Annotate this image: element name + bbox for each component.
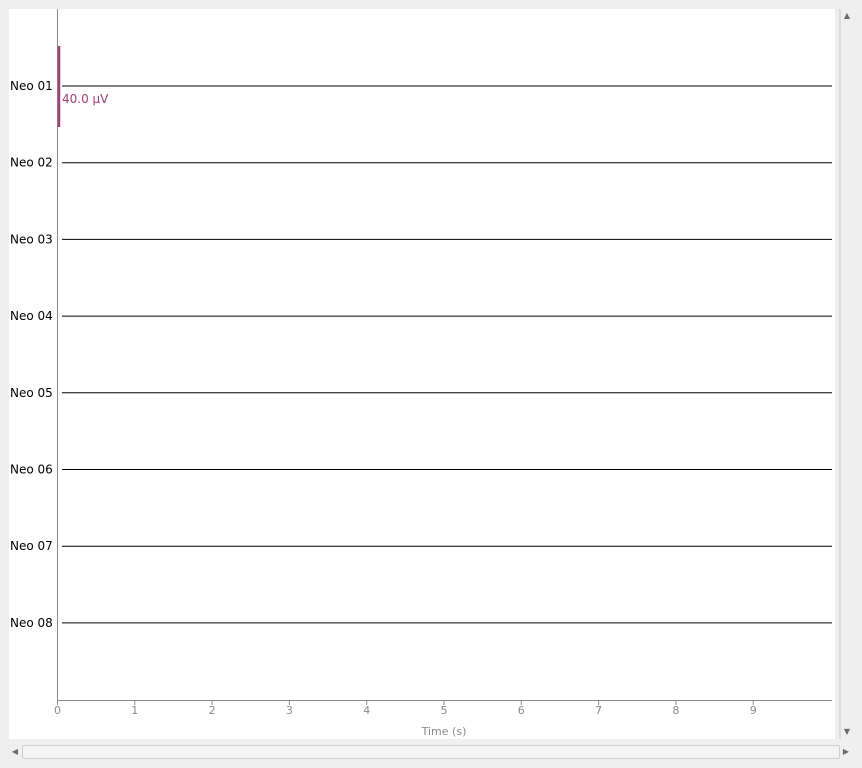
channel-label: Neo 05: [10, 386, 53, 400]
x-tick-label: 5: [441, 704, 448, 717]
x-tick-label: 8: [672, 704, 679, 717]
axes-group: Neo 01 Neo 02 Neo 03 Neo 04 Neo 05 Neo 06 Neo …: [10, 9, 832, 738]
x-tick-label: 1: [131, 704, 138, 717]
horizontal-scroll-track[interactable]: [22, 745, 840, 759]
channel-label: Neo 08: [10, 616, 53, 630]
scroll-up-icon[interactable]: ▲: [843, 11, 851, 20]
x-tick-label: 0: [54, 704, 61, 717]
x-tick-label: 4: [363, 704, 370, 717]
x-tick-label: 3: [286, 704, 293, 717]
channel-label: Neo 03: [10, 232, 53, 246]
plot-viewport[interactable]: Neo 01 Neo 02 Neo 03 Neo 04 Neo 05 Neo 06 Neo …: [9, 9, 835, 739]
scroll-down-icon[interactable]: ▼: [843, 727, 851, 736]
x-tick-label: 6: [518, 704, 525, 717]
channel-label: Neo 04: [10, 309, 53, 323]
chart-svg: Neo 01 Neo 02 Neo 03 Neo 04 Neo 05 Neo 06 Neo …: [10, 9, 832, 738]
channel-label: Neo 02: [10, 156, 53, 170]
x-axis-title: Time (s): [421, 725, 467, 738]
channel-label: Neo 07: [10, 539, 53, 553]
vertical-scroll-track[interactable]: [839, 9, 841, 739]
x-tick-label: 7: [595, 704, 602, 717]
scale-bar-group: 40.0 µV: [57, 46, 109, 127]
scroll-right-icon[interactable]: ▶: [842, 747, 850, 756]
scroll-left-icon[interactable]: ◀: [11, 747, 19, 756]
x-tick-label: 2: [209, 704, 216, 717]
channel-label: Neo 06: [10, 463, 53, 477]
traces-group: [62, 85, 832, 624]
x-tick-label: 9: [750, 704, 757, 717]
scale-bar-label: 40.0 µV: [62, 92, 109, 106]
channel-label: Neo 01: [10, 79, 53, 93]
vertical-scrollbar[interactable]: ▲ ▼: [838, 9, 854, 739]
horizontal-scrollbar[interactable]: ◀ ▶: [9, 744, 854, 760]
